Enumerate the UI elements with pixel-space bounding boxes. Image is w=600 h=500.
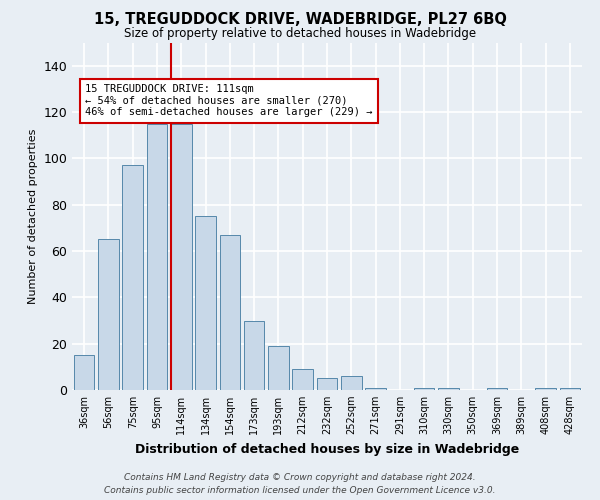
- Bar: [268, 346, 289, 390]
- X-axis label: Distribution of detached houses by size in Wadebridge: Distribution of detached houses by size …: [135, 442, 519, 456]
- Bar: [292, 369, 313, 390]
- Text: 15, TREGUDDOCK DRIVE, WADEBRIDGE, PL27 6BQ: 15, TREGUDDOCK DRIVE, WADEBRIDGE, PL27 6…: [94, 12, 506, 28]
- Bar: [317, 378, 337, 390]
- Bar: [535, 388, 556, 390]
- Bar: [487, 388, 508, 390]
- Bar: [122, 166, 143, 390]
- Bar: [244, 320, 265, 390]
- Bar: [171, 124, 191, 390]
- Text: Size of property relative to detached houses in Wadebridge: Size of property relative to detached ho…: [124, 28, 476, 40]
- Bar: [341, 376, 362, 390]
- Bar: [146, 124, 167, 390]
- Y-axis label: Number of detached properties: Number of detached properties: [28, 128, 38, 304]
- Bar: [560, 388, 580, 390]
- Bar: [74, 355, 94, 390]
- Bar: [365, 388, 386, 390]
- Bar: [438, 388, 459, 390]
- Bar: [414, 388, 434, 390]
- Bar: [220, 235, 240, 390]
- Bar: [98, 240, 119, 390]
- Bar: [195, 216, 216, 390]
- Text: 15 TREGUDDOCK DRIVE: 111sqm
← 54% of detached houses are smaller (270)
46% of se: 15 TREGUDDOCK DRIVE: 111sqm ← 54% of det…: [85, 84, 373, 117]
- Text: Contains HM Land Registry data © Crown copyright and database right 2024.
Contai: Contains HM Land Registry data © Crown c…: [104, 473, 496, 495]
